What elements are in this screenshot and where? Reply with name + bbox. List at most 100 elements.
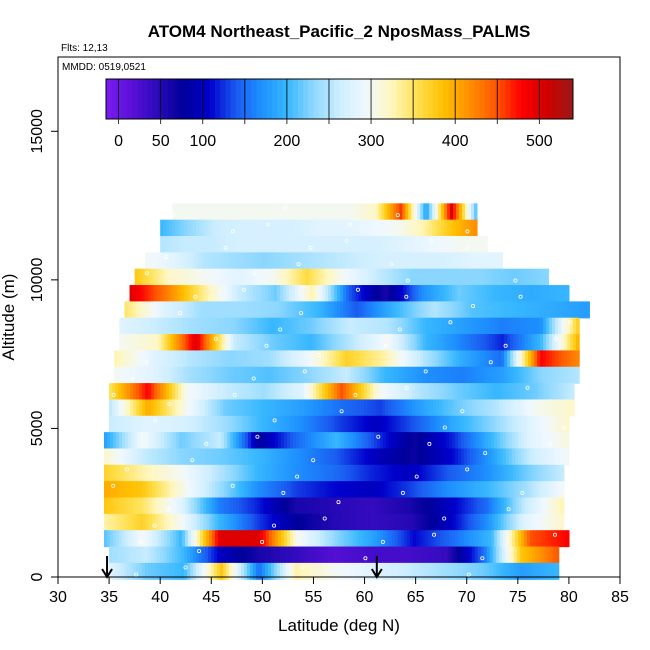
heatmap-cell xyxy=(237,546,242,564)
heatmap-cell xyxy=(393,350,397,368)
heatmap-cell xyxy=(325,415,330,433)
heatmap-cell xyxy=(562,448,567,466)
heatmap-cell xyxy=(391,301,395,319)
heatmap-cell xyxy=(362,513,367,531)
heatmap-cell xyxy=(279,219,284,237)
heatmap-cell xyxy=(291,366,295,384)
heatmap-cell xyxy=(422,464,427,482)
heatmap-cell xyxy=(338,481,343,499)
heatmap-cell xyxy=(125,334,129,352)
heatmap-cell xyxy=(198,350,202,368)
heatmap-cell xyxy=(199,236,203,253)
colorbar-swatch xyxy=(453,79,460,119)
heatmap-cell xyxy=(247,236,251,253)
heatmap-cell xyxy=(201,366,205,384)
heatmap-cell xyxy=(403,399,407,417)
heatmap-cell xyxy=(513,317,517,335)
heatmap-cell xyxy=(556,432,561,450)
heatmap-cell xyxy=(146,497,150,515)
heatmap-cell xyxy=(392,268,397,286)
heatmap-cell xyxy=(523,301,527,319)
heatmap-cell xyxy=(414,562,419,580)
heatmap-cell xyxy=(528,334,532,352)
heatmap-cell xyxy=(353,513,358,531)
heatmap-cell xyxy=(323,317,328,335)
heatmap-cell xyxy=(238,399,242,417)
heatmap-cell xyxy=(565,301,569,319)
heatmap-cell xyxy=(441,546,446,564)
heatmap-cell xyxy=(218,464,222,482)
heatmap-cell xyxy=(264,285,269,302)
heatmap-cell xyxy=(349,415,354,433)
heatmap-cell xyxy=(397,399,401,417)
heatmap-cell xyxy=(509,497,514,515)
heatmap-cell xyxy=(217,415,221,433)
heatmap-cell xyxy=(109,546,113,564)
heatmap-cell xyxy=(219,219,224,237)
heatmap-cell xyxy=(470,513,475,531)
heatmap-cell xyxy=(284,513,288,531)
heatmap-cell xyxy=(531,317,535,335)
heatmap-cell xyxy=(186,350,190,368)
heatmap-cell xyxy=(533,268,538,286)
heatmap-cell xyxy=(143,268,148,286)
heatmap-cell xyxy=(370,301,374,319)
heatmap-cell xyxy=(397,301,401,319)
heatmap-cell xyxy=(138,285,143,302)
heatmap-cell xyxy=(310,399,314,417)
heatmap-cell xyxy=(182,481,186,499)
heatmap-cell xyxy=(374,464,379,482)
heatmap-cell xyxy=(356,497,361,515)
heatmap-cell xyxy=(154,562,158,580)
heatmap-cell xyxy=(301,399,305,417)
heatmap-cell xyxy=(426,546,431,564)
heatmap-cell xyxy=(288,366,292,384)
heatmap-cell xyxy=(301,236,305,253)
heatmap-cell xyxy=(270,219,275,237)
heatmap-cell xyxy=(437,513,442,531)
heatmap-cell xyxy=(211,301,215,319)
heatmap-cell xyxy=(291,203,296,221)
heatmap-cell xyxy=(376,399,380,417)
heatmap-cell xyxy=(301,301,305,319)
heatmap-cell xyxy=(457,236,461,253)
heatmap-cell xyxy=(220,203,224,221)
heatmap-cell xyxy=(412,236,416,253)
heatmap-cell xyxy=(411,219,415,237)
heatmap-cell xyxy=(289,236,293,253)
heatmap-cell xyxy=(258,366,262,384)
heatmap-cell xyxy=(561,366,565,384)
heatmap-cell xyxy=(369,546,374,564)
heatmap-cell xyxy=(257,513,261,531)
heatmap-cell xyxy=(158,268,163,286)
heatmap-cell xyxy=(154,448,159,466)
heatmap-cell xyxy=(478,432,483,450)
heatmap-cell xyxy=(398,317,403,335)
heatmap-cell xyxy=(425,334,430,352)
heatmap-cell xyxy=(398,464,403,482)
colorbar-swatch xyxy=(552,79,558,119)
heatmap-cell xyxy=(198,366,202,384)
heatmap-cell xyxy=(199,301,204,319)
heatmap-cell xyxy=(536,268,541,286)
heatmap-cell xyxy=(368,334,373,352)
heatmap-cell xyxy=(310,285,314,302)
colorbar-swatch xyxy=(111,79,117,119)
heatmap-cell xyxy=(152,317,156,335)
heatmap-cell xyxy=(449,317,454,335)
heatmap-cell xyxy=(266,497,270,515)
heatmap-cell xyxy=(148,562,152,580)
heatmap-cell xyxy=(316,252,320,270)
heatmap-cell xyxy=(363,562,368,580)
heatmap-cell xyxy=(388,448,393,466)
heatmap-cell xyxy=(112,562,116,580)
heatmap-cell xyxy=(125,317,129,335)
heatmap-cell xyxy=(432,219,436,237)
heatmap-cell xyxy=(424,236,428,253)
heatmap-cell xyxy=(136,448,141,466)
heatmap-cell xyxy=(391,236,395,253)
heatmap-cell xyxy=(271,301,275,319)
heatmap-cell xyxy=(489,366,493,384)
heatmap-cell xyxy=(476,497,481,515)
heatmap-cell xyxy=(337,285,341,302)
